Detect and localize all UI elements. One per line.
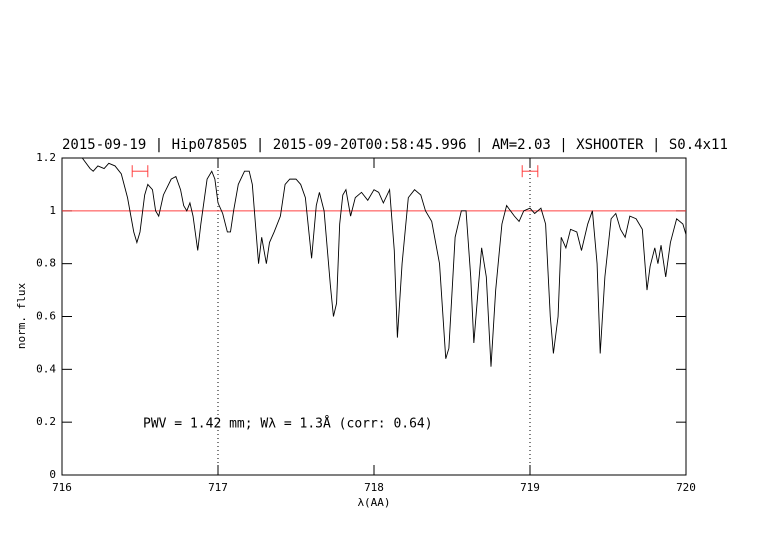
x-tick-label: 720 [676, 481, 696, 494]
y-tick-label: 0.8 [36, 257, 56, 270]
x-axis-label: λ(AA) [357, 496, 390, 509]
spectrum-line [81, 157, 687, 367]
x-tick-label: 716 [52, 481, 72, 494]
y-tick-label: 0.6 [36, 310, 56, 323]
chart-title: 2015-09-19 | Hip078505 | 2015-09-20T00:5… [62, 137, 728, 153]
y-tick-label: 1 [49, 204, 56, 217]
y-tick-label: 0.2 [36, 415, 56, 428]
x-tick-label: 719 [520, 481, 540, 494]
y-axis-label: norm. flux [15, 283, 28, 350]
x-tick-label: 717 [208, 481, 228, 494]
y-tick-label: 0.4 [36, 362, 56, 375]
y-tick-label: 0 [49, 468, 56, 481]
y-tick-label: 1.2 [36, 151, 56, 164]
annotation: PWV = 1.42 mm; Wλ = 1.3Å (corr: 0.64) [143, 416, 433, 432]
x-tick-label: 718 [364, 481, 384, 494]
